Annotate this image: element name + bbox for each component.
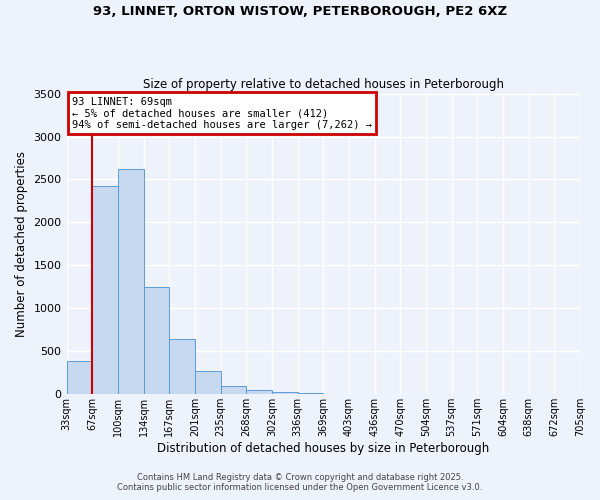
Bar [118,169,143,394]
Bar [169,340,195,394]
X-axis label: Distribution of detached houses by size in Peterborough: Distribution of detached houses by size … [157,442,490,455]
Bar [195,371,221,394]
Bar [246,390,272,394]
Bar [92,186,118,394]
Title: Size of property relative to detached houses in Peterborough: Size of property relative to detached ho… [143,78,504,91]
Bar [272,392,298,394]
Text: 93, LINNET, ORTON WISTOW, PETERBOROUGH, PE2 6XZ: 93, LINNET, ORTON WISTOW, PETERBOROUGH, … [93,5,507,18]
Bar [67,361,92,394]
Y-axis label: Number of detached properties: Number of detached properties [15,151,28,337]
Bar [143,287,169,395]
Text: Contains HM Land Registry data © Crown copyright and database right 2025.
Contai: Contains HM Land Registry data © Crown c… [118,473,482,492]
Text: 93 LINNET: 69sqm
← 5% of detached houses are smaller (412)
94% of semi-detached : 93 LINNET: 69sqm ← 5% of detached houses… [71,96,371,130]
Bar [221,386,246,394]
